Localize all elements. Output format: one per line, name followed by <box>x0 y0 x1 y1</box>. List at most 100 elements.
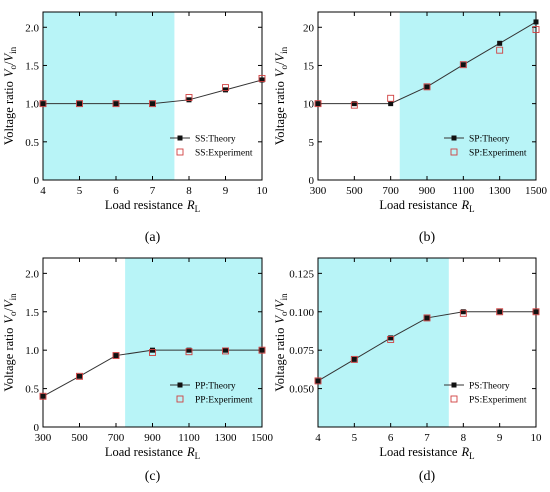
x-axis-title: Load resistance RL <box>105 445 200 461</box>
experiment-point <box>496 46 504 54</box>
theory-point <box>315 378 321 384</box>
experiment-point <box>76 372 83 380</box>
legend-experiment-label: PP:Experiment <box>195 396 253 406</box>
y-tick-label: 5 <box>309 137 315 149</box>
theory-point <box>259 77 265 83</box>
experiment-point <box>185 94 193 101</box>
x-axis-title-text: Load resistance <box>105 445 184 459</box>
experiment-point <box>112 100 120 108</box>
experiment-point <box>222 347 229 355</box>
x-tick-label: 300 <box>310 185 327 197</box>
theory-point <box>351 101 357 107</box>
x-axis-title-text: Load resistance <box>379 445 458 459</box>
legend-experiment-label: SS:Experiment <box>195 149 253 159</box>
x-tick-label: 5 <box>352 432 358 444</box>
theory-point <box>259 347 265 353</box>
experiment-point <box>76 100 83 108</box>
experiment-point <box>423 83 431 91</box>
theory-point <box>424 315 430 321</box>
theory-point <box>460 62 466 68</box>
x-axis-symbol: R <box>460 198 469 212</box>
chart-panel-3: 300 500 700 900 1100 1300 1500 0 0.5 1.0 1.5 2.0 Loa… <box>2 257 274 484</box>
experiment-point <box>185 348 193 356</box>
y-tick-label: 0.5 <box>25 384 39 396</box>
experiment-point <box>496 308 504 316</box>
y-axis-subscript-den: in <box>8 293 18 301</box>
theory-point <box>497 40 503 46</box>
experiment-point <box>459 309 467 317</box>
chart-panel-1: 4 5 6 7 8 9 10 0 0.5 1.0 1.5 2.0 Load resistance RL Vo… <box>2 11 269 245</box>
y-axis-title-text: Voltage ratio <box>273 81 287 145</box>
experiment-point <box>387 335 395 343</box>
y-axis-symbol: V <box>273 68 287 77</box>
x-axis-title-text: Load resistance <box>105 198 184 212</box>
y-axis-symbol: V <box>273 315 287 324</box>
legend-theory-label: PS:Theory <box>469 382 510 392</box>
x-axis-subscript: L <box>195 451 201 461</box>
x-tick-label: 6 <box>113 185 119 197</box>
legend-theory-label: PP:Theory <box>195 382 236 392</box>
y-axis-slash: / <box>273 308 287 312</box>
experiment-point <box>350 101 358 109</box>
theory-point <box>460 309 466 315</box>
y-tick-label: 0 <box>34 175 40 187</box>
theory-point <box>113 101 119 107</box>
y-axis-title-text: Voltage ratio <box>2 81 16 145</box>
theory-point <box>315 101 321 107</box>
x-tick-label: 900 <box>144 432 161 444</box>
y-tick-label: 0.100 <box>289 307 314 319</box>
y-tick-label: 1.5 <box>25 307 39 319</box>
x-tick-label: 10 <box>531 432 543 444</box>
y-tick-label: 2.0 <box>25 268 39 280</box>
experiment-point <box>39 392 47 400</box>
y-axis-subscript-num: o <box>8 65 18 70</box>
y-axis-subscript-num: o <box>279 65 289 70</box>
x-axis-subscript: L <box>469 451 475 461</box>
experiment-point <box>532 26 540 34</box>
theory-point <box>40 393 46 399</box>
y-axis-slash: / <box>273 61 287 65</box>
y-axis-symbol: V <box>2 68 16 77</box>
chart-panel-2: 300 500 700 900 1100 1300 1500 0 5 10 15 20 Load res… <box>273 11 548 245</box>
legend-theory-marker <box>451 382 457 388</box>
legend-experiment-label: PS:Experiment <box>469 396 527 406</box>
theory-point <box>150 347 155 353</box>
y-tick-label: 0.050 <box>289 384 314 396</box>
x-axis-subscript: L <box>195 204 201 214</box>
x-tick-label: 1500 <box>525 185 548 197</box>
y-axis-title: Voltage ratioVo/Vin <box>2 293 18 392</box>
x-tick-label: 1500 <box>251 432 274 444</box>
theory-point <box>77 101 82 107</box>
experiment-point <box>423 314 431 322</box>
experiment-point <box>222 84 229 92</box>
experiment-point <box>258 74 266 82</box>
x-axis-title-text: Load resistance <box>379 198 458 212</box>
experiment-point <box>149 100 156 108</box>
experiment-point <box>532 308 540 316</box>
experiment-point <box>387 94 395 102</box>
shaded-region <box>399 12 536 180</box>
theory-point <box>77 373 82 379</box>
x-tick-label: 500 <box>346 185 363 197</box>
x-axis-subscript: L <box>469 204 475 214</box>
y-axis-title: Voltage ratioVo/Vin <box>273 293 289 392</box>
y-tick-label: 2.0 <box>25 22 39 34</box>
panel-label: (a) <box>145 230 161 245</box>
x-tick-label: 10 <box>257 185 269 197</box>
y-axis-symbol: V <box>2 299 16 308</box>
y-axis-title-text: Voltage ratio <box>273 328 287 392</box>
legend-experiment-marker <box>450 395 458 403</box>
legend-experiment-marker <box>176 395 184 403</box>
y-tick-label: 0.075 <box>289 345 314 357</box>
theory-point <box>533 19 539 25</box>
x-tick-label: 7 <box>150 185 156 197</box>
theory-point <box>223 347 228 353</box>
y-axis-slash: / <box>2 61 16 65</box>
experiment-point <box>459 61 467 69</box>
x-axis-title: Load resistance RL <box>379 445 474 461</box>
x-tick-label: 700 <box>108 432 125 444</box>
theory-point <box>113 353 119 359</box>
legend-experiment-label: SP:Experiment <box>469 149 527 159</box>
x-tick-label: 700 <box>382 185 399 197</box>
